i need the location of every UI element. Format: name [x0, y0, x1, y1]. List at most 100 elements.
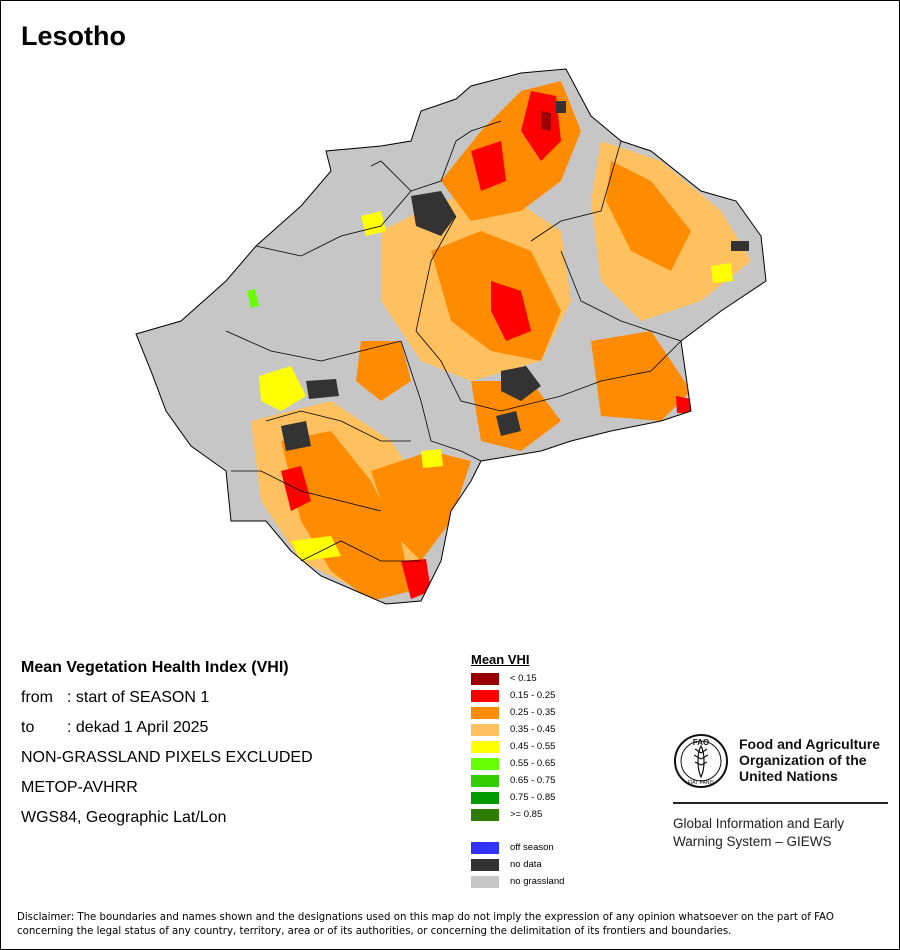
legend-entry: no data [471, 856, 564, 873]
legend-title: Mean VHI [471, 652, 530, 667]
legend-classes: < 0.15 0.15 - 0.25 0.25 - 0.35 0.35 - 0.45 0… [471, 670, 564, 823]
fao-logo-motto: FIAT PANIS [688, 780, 715, 786]
legend-swatch [471, 841, 499, 854]
vhi-map [135, 68, 767, 605]
legend-swatch [471, 757, 499, 770]
district-boundary [255, 160, 412, 257]
fao-org-line2: Organization of the [739, 752, 867, 768]
info-to-label: to [21, 719, 35, 736]
vhi-area-dark-red [541, 111, 551, 131]
legend-gap [471, 823, 564, 839]
disclaimer: Disclaimer: The boundaries and names sho… [17, 912, 834, 937]
no-data-area-northeast [556, 101, 566, 113]
district-boundary [400, 340, 482, 462]
fao-divider [673, 802, 888, 804]
legend-label: 0.45 - 0.55 [510, 741, 556, 752]
no-data-area-central-south [496, 411, 521, 436]
fao-org-name: Food and Agriculture Organization of the… [739, 736, 899, 784]
legend-label: 0.55 - 0.65 [510, 758, 556, 769]
vhi-area-red-central [491, 281, 531, 341]
vhi-area-orange-east-strip [606, 161, 691, 271]
legend-entry: 0.15 - 0.25 [471, 687, 564, 704]
district-boundary [560, 250, 682, 342]
vhi-area-yellow-south-center [421, 449, 443, 468]
fao-logo-letters: FAO [693, 738, 709, 747]
giews-name: Global Information and Early Warning Sys… [673, 815, 899, 851]
legend-swatch [471, 740, 499, 753]
district-boundary [265, 410, 411, 442]
vhi-patches [247, 81, 751, 601]
legend-swatch [471, 875, 499, 888]
legend-entry: 0.45 - 0.55 [471, 738, 564, 755]
legend-label: 0.15 - 0.25 [510, 690, 556, 701]
vhi-area-yellow-south [291, 536, 341, 561]
legend-extra: off season no data no grassland [471, 839, 564, 890]
legend-entry: 0.35 - 0.45 [471, 721, 564, 738]
legend-entry: 0.65 - 0.75 [471, 772, 564, 789]
fao-org-line3: United Nations [739, 768, 838, 784]
info-to: to : dekad 1 April 2025 [21, 718, 313, 748]
fao-logo-icon: FAO FIAT PANIS [674, 734, 728, 788]
no-data-area-west [281, 421, 311, 451]
vhi-area-yellow-west [259, 366, 306, 411]
legend-entry: >= 0.85 [471, 806, 564, 823]
legend-label: off season [510, 842, 554, 853]
legend-label: no data [510, 859, 542, 870]
legend-label: 0.25 - 0.35 [510, 707, 556, 718]
vhi-area-red-south [401, 559, 431, 599]
legend-entry: no grassland [471, 873, 564, 890]
legend-swatch [471, 774, 499, 787]
info-from: from : start of SEASON 1 [21, 688, 313, 718]
legend-swatch [471, 706, 499, 719]
info-heading: Mean Vegetation Health Index (VHI) [21, 659, 289, 676]
legend-entry: 0.75 - 0.85 [471, 789, 564, 806]
legend-label: 0.35 - 0.45 [510, 724, 556, 735]
info-from-value: : start of SEASON 1 [67, 689, 210, 706]
no-data-area-west-mid [306, 379, 339, 399]
no-data-area-central [501, 366, 541, 401]
no-data-area-maseru-north [411, 191, 456, 236]
map-info: Mean Vegetation Health Index (VHI) from:… [21, 658, 313, 838]
legend-label: no grassland [510, 876, 565, 887]
country-border [135, 68, 767, 605]
info-to-value: : dekad 1 April 2025 [67, 719, 209, 736]
fao-org-line1: Food and Agriculture [739, 736, 881, 752]
legend-label: 0.65 - 0.75 [510, 775, 556, 786]
legend-label: < 0.15 [510, 673, 537, 684]
giews-line1: Global Information and Early [673, 816, 845, 831]
district-boundary [231, 470, 382, 512]
legend-entry: off season [471, 839, 564, 856]
district-boundary [415, 215, 682, 412]
legend-label: >= 0.85 [510, 809, 543, 820]
vhi-area-orange-southeast [591, 331, 691, 421]
no-data-area-east [731, 241, 749, 251]
legend-swatch [471, 808, 499, 821]
info-sensor: METOP-AVHRR [21, 779, 138, 796]
district-boundary [300, 540, 421, 562]
info-projection: WGS84, Geographic Lat/Lon [21, 809, 227, 826]
vhi-area-orange-southeast-lobe [371, 451, 471, 561]
legend-entry: 0.25 - 0.35 [471, 704, 564, 721]
vhi-area-red-northwest [471, 141, 506, 191]
legend-label: 0.75 - 0.85 [510, 792, 556, 803]
vhi-area-orange-south [281, 431, 411, 601]
info-note: NON-GRASSLAND PIXELS EXCLUDED [21, 749, 313, 766]
giews-line2: Warning System – GIEWS [673, 834, 832, 849]
legend-entry: 0.55 - 0.65 [471, 755, 564, 772]
district-boundary [410, 120, 502, 192]
district-boundary [530, 140, 622, 242]
vhi-area-green-west [247, 289, 259, 308]
vhi-area-yellow-east [711, 263, 733, 283]
legend-swatch [471, 672, 499, 685]
legend-swatch [471, 723, 499, 736]
legend: Mean VHI < 0.15 0.15 - 0.25 0.25 - 0.35 0.3… [471, 652, 564, 890]
legend-entry: < 0.15 [471, 670, 564, 687]
district-boundaries [225, 120, 682, 562]
legend-swatch [471, 689, 499, 702]
info-from-label: from [21, 689, 53, 706]
legend-swatch [471, 791, 499, 804]
district-boundary [225, 330, 402, 362]
map-title: Lesotho [21, 21, 126, 51]
vhi-area-red-east [676, 396, 691, 413]
